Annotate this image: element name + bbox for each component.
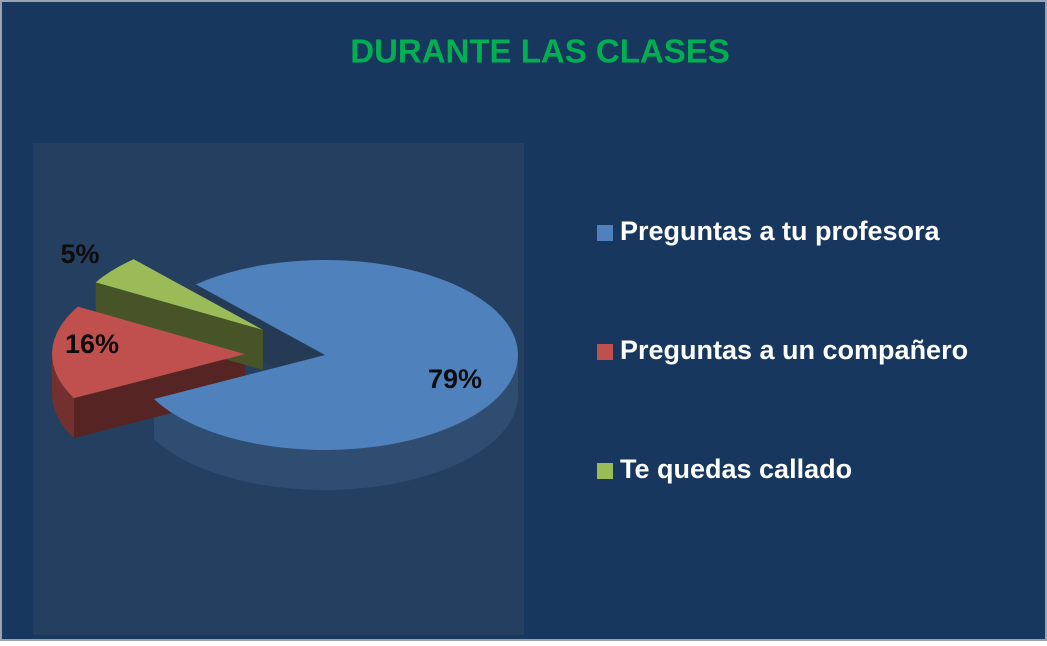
slice-side [153,355,518,491]
slice [52,306,246,399]
data-label: 5% [60,239,99,269]
legend-label: Te quedas callado [620,454,852,484]
data-label: 79% [428,364,482,394]
legend-label: Preguntas a tu profesora [620,216,941,246]
legend-swatch [597,463,613,479]
legend-label: Preguntas a un compañero [620,335,968,365]
slice [153,260,518,450]
chart-title: DURANTE LAS CLASES [350,33,730,70]
legend-swatch [597,225,613,241]
slice [95,259,263,330]
legend-swatch [597,344,613,360]
slice-side [52,354,74,439]
data-label: 16% [65,329,119,359]
